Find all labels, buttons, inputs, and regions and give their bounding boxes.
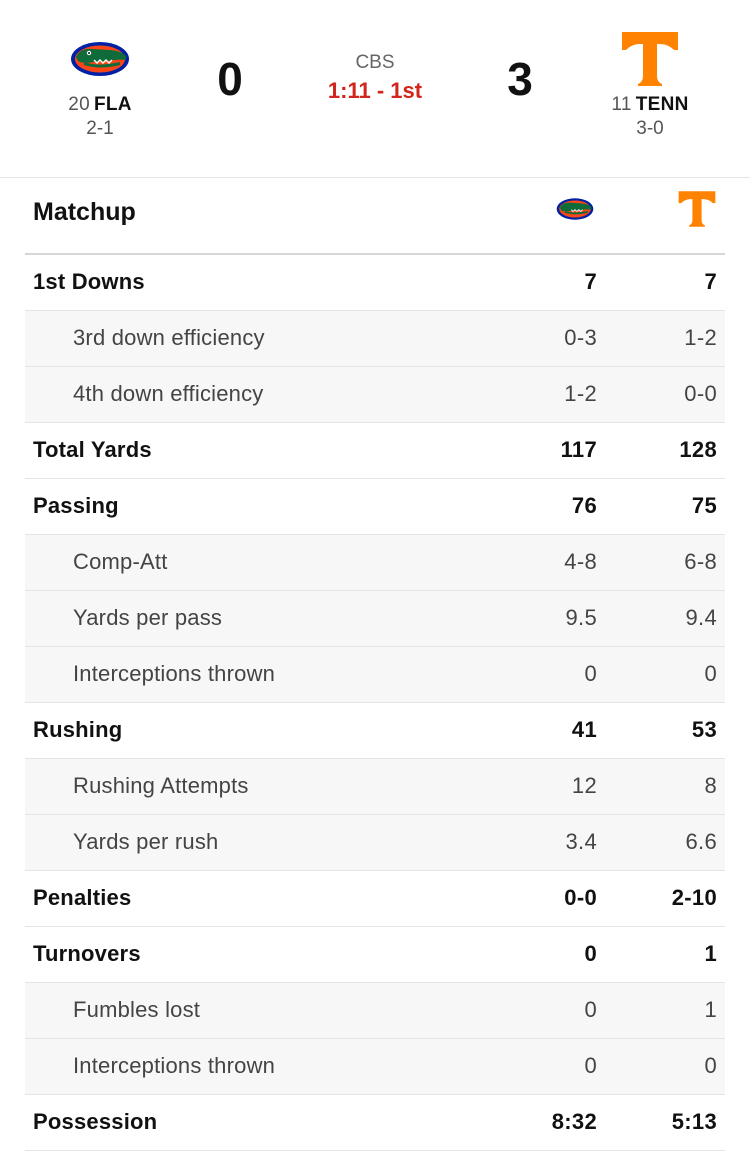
away-stat-value: 0-3 <box>564 325 597 350</box>
stat-label: Rushing Attempts <box>73 773 249 798</box>
stat-row: Interceptions thrown 0 0 <box>25 647 725 703</box>
home-stat-value: 8 <box>704 773 717 798</box>
home-stat-value: 2-10 <box>671 885 717 910</box>
stat-row: Rushing 41 53 <box>25 703 725 759</box>
home-stat-value: 53 <box>691 717 717 742</box>
stat-row: 4th down efficiency 1-2 0-0 <box>25 367 725 423</box>
away-stat-value: 41 <box>571 717 597 742</box>
matchup-header: Matchup <box>25 180 725 255</box>
away-stat-value: 0 <box>584 997 597 1022</box>
stat-row: 3rd down efficiency 0-3 1-2 <box>25 311 725 367</box>
stat-list: 1st Downs 7 7 3rd down efficiency 0-3 1-2 4th … <box>25 255 725 1151</box>
stat-label: Interceptions thrown <box>73 661 276 686</box>
stat-label: 3rd down efficiency <box>73 325 265 350</box>
away-stat-value: 76 <box>571 493 597 518</box>
stat-row: Turnovers 0 1 <box>25 927 725 983</box>
home-stat-value: 1-2 <box>684 325 717 350</box>
home-stat-value: 6-8 <box>684 549 717 574</box>
stat-label: Fumbles lost <box>73 997 201 1022</box>
stat-label: Interceptions thrown <box>73 1053 276 1078</box>
home-stat-value: 0 <box>704 1053 717 1078</box>
away-rank: 20 <box>68 94 90 115</box>
home-stat-value: 6.6 <box>685 829 717 854</box>
home-stat-value: 75 <box>691 493 717 518</box>
home-team[interactable]: 11 TENN 3-0 <box>580 30 720 140</box>
away-stat-value: 0 <box>584 941 597 966</box>
stat-row: Penalties 0-0 2-10 <box>25 871 725 927</box>
stat-row: 1st Downs 7 7 <box>25 255 725 311</box>
home-stat-value: 0-0 <box>684 381 717 406</box>
away-stat-value: 0-0 <box>564 885 597 910</box>
home-abbr: TENN <box>635 94 689 115</box>
away-team[interactable]: 20 FLA 2-1 <box>30 30 170 140</box>
away-stat-value: 9.5 <box>565 605 597 630</box>
home-record: 3-0 <box>636 118 664 139</box>
away-abbr: FLA <box>93 94 132 115</box>
game-clock: 1:11 - 1st <box>327 78 423 103</box>
stat-label: Penalties <box>33 885 132 910</box>
away-score: 0 <box>217 53 243 105</box>
stat-label: Rushing <box>33 717 123 742</box>
stat-label: Turnovers <box>33 941 141 966</box>
stat-row: Passing 76 75 <box>25 479 725 535</box>
away-team-name: 20 FLA <box>30 94 170 116</box>
home-stat-value: 128 <box>679 437 717 462</box>
stat-label: Total Yards <box>33 437 152 462</box>
broadcast-network: CBS <box>355 52 395 73</box>
stat-row: Total Yards 117 128 <box>25 423 725 479</box>
game-status: CBS 1:11 - 1st <box>275 52 475 104</box>
stat-label: 1st Downs <box>33 269 145 294</box>
away-record: 2-1 <box>86 118 114 139</box>
power-t-logo-icon <box>580 30 720 88</box>
away-stat-value: 1-2 <box>564 381 597 406</box>
stat-row: Possession 8:32 5:13 <box>25 1095 725 1151</box>
home-stat-value: 1 <box>704 997 717 1022</box>
home-rank: 11 <box>611 94 632 115</box>
stat-row: Yards per rush 3.4 6.6 <box>25 815 725 871</box>
home-stat-value: 0 <box>704 661 717 686</box>
stat-label: Yards per pass <box>73 605 223 630</box>
stat-row: Interceptions thrown 0 0 <box>25 1039 725 1095</box>
home-stat-value: 7 <box>704 269 717 294</box>
stat-label: Passing <box>33 493 119 518</box>
gator-logo-icon <box>545 194 605 224</box>
stat-row: Fumbles lost 0 1 <box>25 983 725 1039</box>
matchup-title: Matchup <box>33 198 136 226</box>
stat-label: Yards per rush <box>73 829 219 854</box>
stat-label: Comp-Att <box>73 549 168 574</box>
stat-label: Possession <box>33 1109 158 1134</box>
stat-row: Comp-Att 4-8 6-8 <box>25 535 725 591</box>
home-score: 3 <box>507 53 533 105</box>
away-stat-value: 117 <box>560 437 597 462</box>
scoreboard-header: 20 FLA 2-1 0 CBS 1:11 - 1st 3 11 TENN 3-0 <box>0 0 750 178</box>
away-stat-value: 7 <box>584 269 597 294</box>
matchup-card: Matchup 1st Downs 7 7 3rd down efficiency 0-… <box>25 180 725 1151</box>
stat-label: 4th down efficiency <box>73 381 264 406</box>
gator-logo-icon <box>30 30 170 88</box>
power-t-logo-icon <box>667 191 727 227</box>
away-stat-value: 8:32 <box>551 1109 597 1134</box>
away-stat-value: 0 <box>584 661 597 686</box>
away-stat-value: 4-8 <box>564 549 597 574</box>
home-stat-value: 5:13 <box>671 1109 717 1134</box>
stat-row: Yards per pass 9.5 9.4 <box>25 591 725 647</box>
home-team-name: 11 TENN <box>580 94 720 116</box>
home-stat-value: 1 <box>704 941 717 966</box>
away-stat-value: 12 <box>571 773 597 798</box>
home-stat-value: 9.4 <box>685 605 717 630</box>
stat-row: Rushing Attempts 12 8 <box>25 759 725 815</box>
away-stat-value: 0 <box>584 1053 597 1078</box>
away-stat-value: 3.4 <box>565 829 597 854</box>
